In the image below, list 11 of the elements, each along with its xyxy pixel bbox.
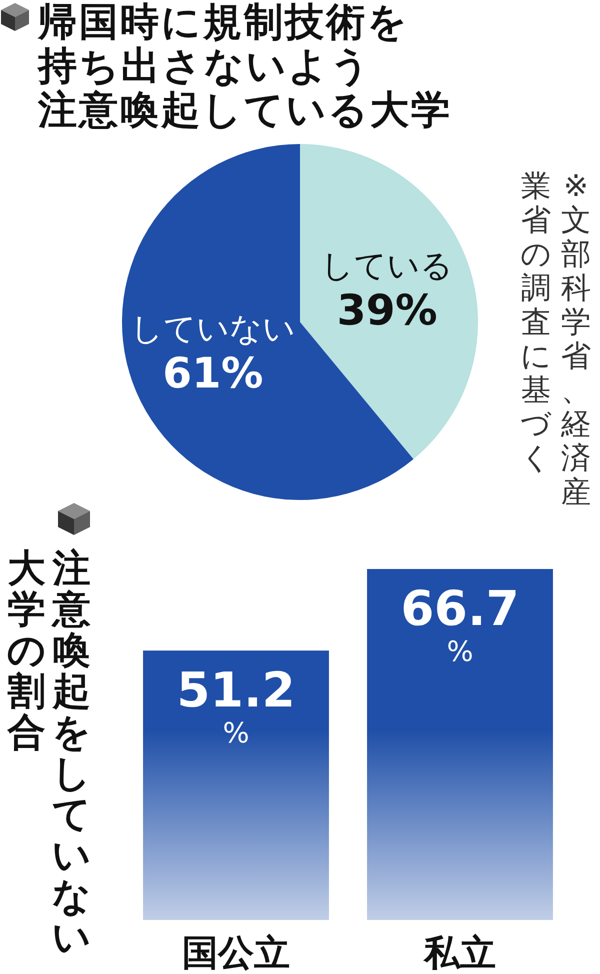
data-label: 66.7% [400, 581, 520, 668]
text: ※文部科学省、経済産業省の調査に基づく [520, 169, 591, 510]
x-tick-label: 私立 [423, 933, 496, 974]
data-label: 51.2% [176, 662, 296, 750]
chart-title: 注意喚起をしていない大学の割合 [7, 546, 91, 959]
x-tick-label: 国公立 [182, 933, 290, 974]
slice-label: している [321, 246, 454, 285]
chart-title: 帰国時に規制技術を持ち出さないよう注意喚起している大学 [38, 0, 453, 133]
data-label: 61% [162, 348, 264, 398]
slice-label: していない [130, 309, 296, 348]
data-label: 39% [336, 286, 438, 335]
